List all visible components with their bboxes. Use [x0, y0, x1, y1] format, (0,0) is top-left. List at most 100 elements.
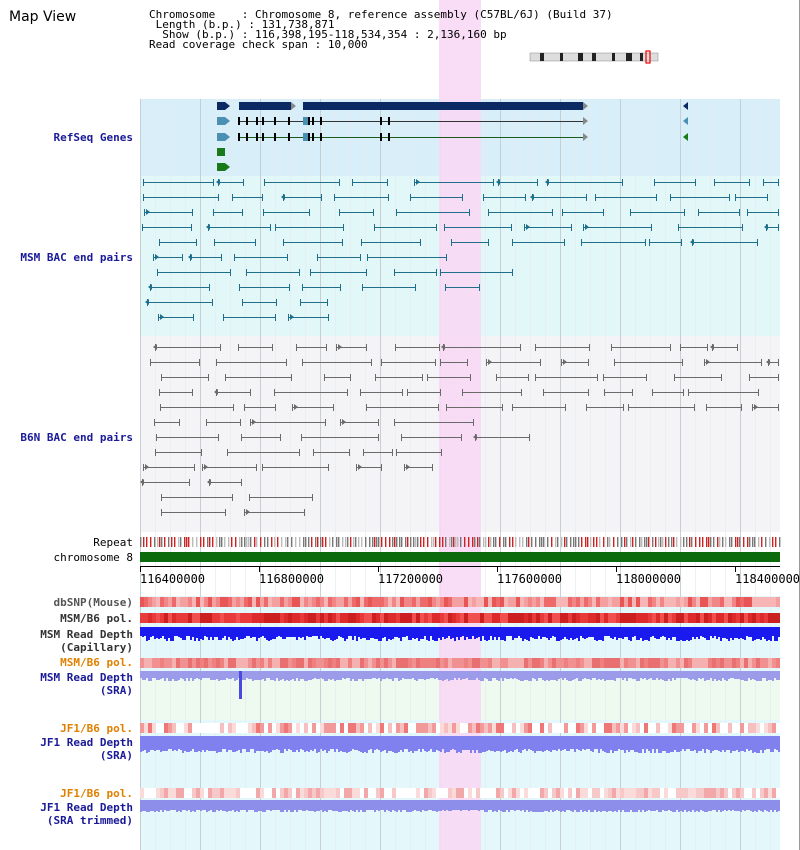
read-depth-bar: [584, 627, 586, 639]
snp-density-cell: [708, 613, 712, 623]
snp-density-cell: [776, 658, 780, 668]
pair-arrow: [526, 224, 530, 230]
length-label: Length (b.p.): [155, 18, 242, 31]
snp-density-cell: [176, 723, 180, 733]
snp-density-cell: [252, 723, 256, 733]
read-depth-bar: [382, 627, 384, 638]
snp-density-cell: [660, 788, 664, 798]
ideogram-band: [578, 53, 583, 61]
bac-end: [611, 344, 612, 351]
bac-end: [225, 374, 226, 381]
bac-end: [420, 239, 421, 246]
repeat-mark: [590, 537, 592, 547]
track-label-b6n-bac[interactable]: B6N BAC end pairs: [20, 431, 133, 444]
track-label-refseq[interactable]: RefSeq Genes: [53, 131, 133, 144]
read-depth-bar: [750, 627, 752, 637]
read-depth-bar: [540, 627, 542, 639]
repeat-mark: [241, 537, 243, 547]
read-depth-bar: [486, 736, 488, 751]
snp-density-cell: [572, 723, 576, 733]
snp-density-cell: [160, 597, 164, 607]
snp-density-cell: [344, 723, 348, 733]
read-depth-bar: [162, 671, 164, 678]
read-depth-bar: [250, 627, 252, 638]
read-depth-bar: [410, 671, 412, 679]
read-depth-bar: [690, 800, 692, 812]
read-depth-bar: [180, 736, 182, 750]
snp-density-cell: [672, 723, 676, 733]
track-label-jf1-depth-trimmed[interactable]: JF1 Read Depth: [40, 801, 133, 814]
bac-end: [479, 284, 480, 291]
read-depth-bar: [354, 627, 356, 636]
read-depth-bar: [556, 627, 558, 641]
snp-density-cell: [524, 658, 528, 668]
read-depth-bar: [714, 736, 716, 750]
bac-end: [373, 209, 374, 216]
track-label-jf1-b6-pol-trimmed[interactable]: JF1/B6 pol.: [60, 787, 133, 800]
bac-end: [749, 374, 750, 381]
snp-density-cell: [432, 723, 436, 733]
snp-density-cell: [716, 658, 720, 668]
read-depth-bar: [584, 800, 586, 811]
snp-density-cell: [576, 658, 580, 668]
read-depth-bar: [660, 671, 662, 679]
track-label-msm-depth-capillary[interactable]: MSM Read Depth: [40, 628, 133, 641]
read-depth-bar: [674, 671, 676, 680]
snp-density-cell: [380, 658, 384, 668]
snp-density-cell: [336, 723, 340, 733]
track-label-msm-b6-pol[interactable]: MSM/B6 pol.: [60, 612, 133, 625]
repeat-mark: [361, 537, 363, 547]
pair-arrow: [225, 102, 230, 110]
bac-end: [154, 419, 155, 426]
track-label-jf1-depth-trimmed-sub: (SRA trimmed): [46, 814, 133, 827]
bac-end: [656, 194, 657, 201]
snp-density-cell: [468, 613, 472, 623]
snp-density-cell: [524, 597, 528, 607]
read-depth-bar: [424, 736, 426, 751]
read-depth-bar: [700, 800, 702, 810]
read-depth-bar: [482, 800, 484, 810]
read-depth-bar: [598, 627, 600, 640]
snp-density-cell: [456, 658, 460, 668]
repeat-mark: [668, 537, 670, 547]
snp-density-cell: [556, 723, 560, 733]
snp-density-cell: [344, 658, 348, 668]
snp-density-cell: [240, 788, 244, 798]
repeat-mark: [477, 537, 479, 547]
track-label-jf1-b6-pol[interactable]: JF1/B6 pol.: [60, 722, 133, 735]
read-depth-bar: [474, 800, 476, 810]
snp-density-cell: [312, 597, 316, 607]
read-depth-bar: [472, 671, 474, 680]
repeat-mark: [655, 537, 657, 547]
snp-density-cell: [528, 597, 532, 607]
read-depth-bar: [214, 800, 216, 812]
snp-density-cell: [144, 597, 148, 607]
read-depth-bar: [604, 671, 606, 681]
snp-density-cell: [492, 613, 496, 623]
bac-end: [160, 404, 161, 411]
track-label-dbsnp[interactable]: dbSNP(Mouse): [53, 596, 133, 609]
chromosome-label: Chromosome: [149, 8, 216, 21]
read-depth-bar: [314, 671, 316, 678]
track-label-msm-b6-pol-sra[interactable]: MSM/B6 pol.: [60, 656, 133, 669]
bac-end: [581, 239, 582, 246]
repeat-mark: [505, 537, 507, 547]
bac-end: [440, 269, 441, 276]
read-depth-bar: [276, 736, 278, 749]
snp-density-cell: [268, 788, 272, 798]
snp-density-cell: [500, 597, 504, 607]
track-label-msm-bac[interactable]: MSM BAC end pairs: [20, 251, 133, 264]
snp-density-cell: [360, 658, 364, 668]
read-depth-bar: [618, 800, 620, 810]
read-depth-bar: [210, 627, 212, 637]
bac-end: [242, 209, 243, 216]
snp-density-cell: [368, 597, 372, 607]
track-label-msm-depth-sra[interactable]: MSM Read Depth: [40, 671, 133, 684]
read-depth-bar: [646, 671, 648, 680]
read-depth-bar: [206, 671, 208, 678]
bac-end: [326, 344, 327, 351]
track-label-jf1-depth[interactable]: JF1 Read Depth: [40, 736, 133, 749]
read-depth-bar: [640, 671, 642, 678]
read-depth-bar: [602, 627, 604, 641]
bac-end: [302, 284, 303, 291]
